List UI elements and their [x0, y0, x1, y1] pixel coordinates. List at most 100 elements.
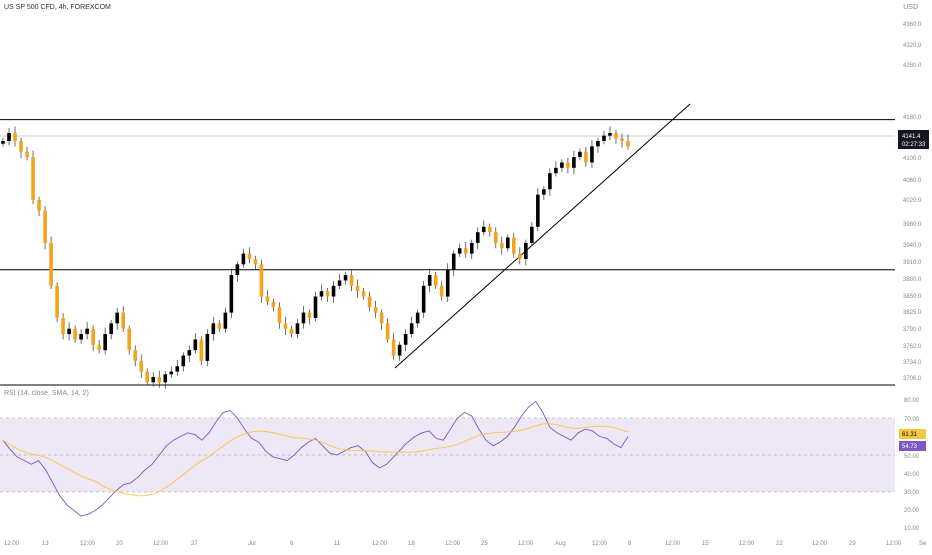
candle-body: [301, 312, 306, 324]
candle-body: [451, 253, 456, 270]
candle-body: [55, 285, 59, 318]
time-axis-label: 29: [849, 541, 856, 547]
candle-body: [181, 355, 186, 367]
candle-body: [307, 312, 312, 318]
candle-body: [554, 167, 558, 174]
candle-body: [145, 371, 150, 383]
candle-body: [139, 360, 144, 372]
candle-body: [79, 334, 83, 340]
rsi-ma-badge: [899, 429, 926, 439]
price-axis-label: 4100.0: [903, 156, 922, 162]
rsi-axis-label: 70.00: [904, 417, 920, 423]
candle-body: [241, 253, 246, 265]
candle-body: [542, 189, 546, 195]
candle-body: [127, 328, 132, 351]
candle-body: [385, 323, 390, 340]
time-axis-label: 27: [191, 541, 198, 547]
rsi-badge: [899, 441, 926, 451]
price-axis-label: 3734.0: [903, 360, 922, 366]
candle-body: [620, 138, 624, 142]
candle-body: [265, 296, 270, 302]
candle-body: [457, 248, 462, 254]
candle-body: [295, 323, 300, 335]
candle-body: [512, 237, 516, 254]
time-axis-label: 12:00: [886, 541, 902, 547]
price-axis-label: 3910.0: [903, 260, 922, 266]
time-axis-label: Se: [919, 541, 927, 547]
time-axis-label: 12:00: [592, 541, 608, 547]
candle-body: [289, 328, 294, 335]
currency-label: USD: [903, 4, 918, 11]
candle-body: [157, 376, 162, 383]
candle-body: [590, 146, 594, 163]
time-axis-label: 8: [628, 541, 632, 547]
candle-body: [259, 264, 264, 297]
time-axis-label: 25: [481, 541, 488, 547]
time-axis-label: Aug: [555, 541, 566, 547]
rsi-axis-label: 10.00: [904, 526, 920, 532]
candle-body: [349, 275, 354, 286]
candle-body: [403, 334, 408, 345]
candle-body: [1, 141, 5, 144]
candle-body: [37, 200, 41, 211]
candle-body: [445, 269, 450, 297]
current-price-badge: [898, 130, 929, 149]
time-axis-label: 13: [42, 541, 49, 547]
candle-body: [85, 328, 89, 335]
candle-body: [602, 135, 606, 142]
candle-body: [133, 350, 138, 361]
candle-body: [175, 366, 180, 372]
candle-body: [97, 344, 101, 351]
time-axis-label: 12:00: [518, 541, 534, 547]
candle-body: [397, 344, 402, 356]
candle-body: [560, 162, 564, 168]
candle-body: [277, 307, 282, 324]
candle-body: [235, 264, 240, 276]
candle-body: [548, 173, 552, 190]
candle-body: [524, 242, 528, 259]
candle-body: [205, 334, 210, 361]
price-axis-label: 4020.0: [903, 198, 922, 204]
candle-body: [223, 312, 228, 329]
candle-body: [463, 248, 468, 254]
candle-body: [475, 232, 480, 243]
candle-body: [427, 275, 432, 286]
candle-body: [578, 151, 582, 158]
time-axis-label: 12:00: [153, 541, 169, 547]
candle-body: [572, 157, 576, 168]
candle-body: [530, 226, 534, 243]
time-axis-label: 22: [776, 541, 783, 547]
time-axis-label: 12:00: [739, 541, 755, 547]
candle-body: [566, 162, 570, 168]
candle-body: [469, 242, 474, 254]
candle-body: [199, 339, 204, 361]
rsi-axis-label: 20.00: [904, 508, 920, 514]
candle-body: [319, 291, 324, 297]
price-axis-label: 3880.0: [903, 277, 922, 283]
time-axis-label: 12:00: [445, 541, 461, 547]
rsi-ma-line: [2, 423, 629, 497]
candle-body: [253, 258, 258, 265]
candle-body: [217, 323, 222, 329]
price-axis-label: 4280.0: [903, 63, 922, 69]
candle-body: [433, 275, 438, 286]
candle-body: [169, 371, 174, 375]
price-axis-label: 3980.0: [903, 222, 922, 228]
time-axis-label: 12:00: [80, 541, 96, 547]
candle-body: [536, 194, 540, 227]
candle-body: [247, 253, 252, 259]
rsi-ma-badge-value: 54.73: [902, 444, 918, 450]
current-price-value: 4141.4: [902, 134, 921, 140]
candle-body: [626, 141, 630, 147]
candle-body: [151, 376, 156, 383]
candle-body: [25, 151, 29, 158]
candle-body: [193, 339, 198, 351]
candle-body: [109, 323, 113, 335]
candle-body: [481, 226, 486, 233]
rsi-badge-value: 61.31: [902, 432, 918, 438]
candle-body: [421, 285, 426, 313]
time-axis-label: 6: [290, 541, 294, 547]
rsi-axis-label: 50.00: [904, 454, 920, 460]
